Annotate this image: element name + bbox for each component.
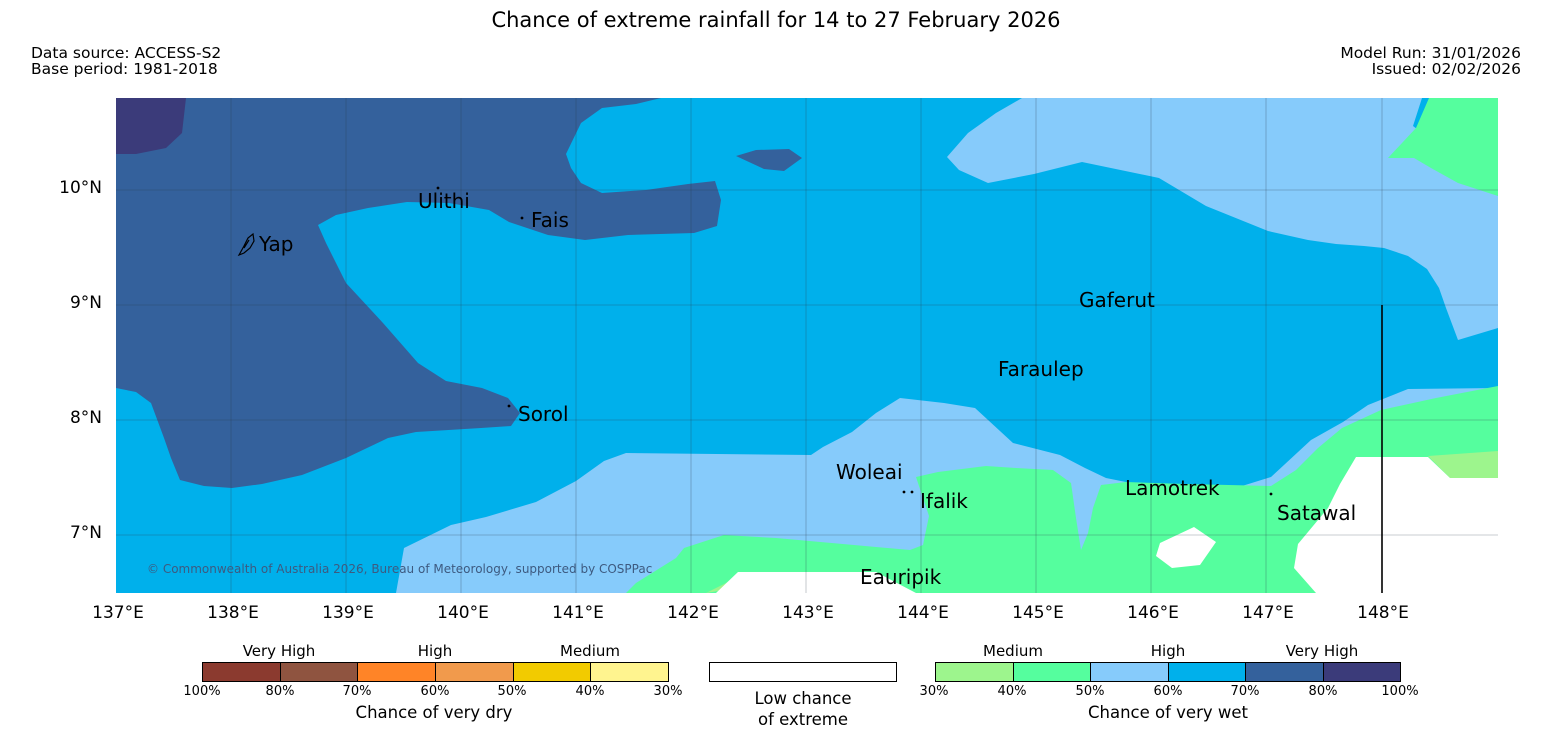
woleai-dot — [902, 490, 906, 494]
wet-tick: 80% — [1308, 684, 1338, 699]
model-run: Model Run: 31/01/2026 — [1340, 44, 1521, 62]
copyright-notice: © Commonwealth of Australia 2026, Bureau… — [147, 562, 653, 576]
lon-label-143e: 143°E — [782, 603, 834, 623]
dry-tick: 60% — [420, 684, 450, 699]
lon-label-147e: 147°E — [1242, 603, 1294, 623]
ifalik-dot — [910, 490, 914, 494]
dry-swatch — [358, 663, 437, 681]
wet-cat-very-high: Very High — [1285, 642, 1359, 660]
lon-label-145e: 145°E — [1012, 603, 1064, 623]
lon-label-141e: 141°E — [552, 603, 604, 623]
rainfall-map — [116, 98, 1498, 593]
place-ifalik: Ifalik — [920, 489, 968, 513]
place-ulithi: Ulithi — [418, 189, 470, 213]
header-left: Data source: ACCESS-S2 Base period: 1981… — [31, 45, 221, 77]
fais-dot — [520, 216, 524, 220]
base-period: Base period: 1981-2018 — [31, 60, 218, 78]
wet-cat-medium: Medium — [983, 642, 1043, 660]
dry-swatch — [513, 663, 592, 681]
dry-tick: 50% — [497, 684, 527, 699]
wet-cat-high: High — [1150, 642, 1186, 660]
dry-swatch — [203, 663, 281, 681]
wet-swatch — [936, 663, 1014, 681]
satawal-dot — [1269, 492, 1273, 496]
place-fais: Fais — [531, 208, 569, 232]
low-chance-line1: Low chance — [754, 689, 852, 708]
lon-label-139e: 139°E — [322, 603, 374, 623]
wet-tick: 100% — [1381, 684, 1419, 699]
place-lamotrek: Lamotrek — [1125, 476, 1220, 500]
sorol-dot — [507, 404, 511, 408]
ulithi-dot — [436, 186, 440, 190]
wet-swatch — [1323, 663, 1400, 681]
dry-tick: 70% — [342, 684, 372, 699]
dry-cat-high: High — [417, 642, 453, 660]
issued-date: Issued: 02/02/2026 — [1371, 60, 1521, 78]
region-cyan — [116, 98, 1498, 593]
island-markers — [237, 186, 1273, 496]
map-title: Chance of extreme rainfall for 14 to 27 … — [491, 8, 1061, 32]
lon-label-148e: 148°E — [1357, 603, 1409, 623]
region-low-chance — [716, 457, 1498, 593]
lon-label-142e: 142°E — [667, 603, 719, 623]
lon-label-146e: 146°E — [1127, 603, 1179, 623]
region-dark-blue — [116, 98, 721, 488]
wet-tick: 40% — [997, 684, 1027, 699]
wet-swatch — [1091, 663, 1169, 681]
low-chance-caption: Low chance of extreme — [703, 688, 903, 730]
wet-tick: 70% — [1230, 684, 1260, 699]
wet-colorbar — [935, 662, 1401, 682]
low-chance-box — [709, 662, 897, 682]
lat-label-8n: 8°N — [69, 408, 102, 428]
lat-label-9n: 9°N — [69, 293, 102, 313]
lat-label-7n: 7°N — [69, 523, 102, 543]
wet-swatch — [1246, 663, 1324, 681]
lon-label-140e: 140°E — [437, 603, 489, 623]
dry-caption: Chance of very dry — [355, 703, 513, 722]
lon-label-137e: 137°E — [92, 603, 144, 623]
low-chance-line2: of extreme — [757, 710, 849, 729]
dry-tick: 40% — [575, 684, 605, 699]
region-very-dark — [116, 98, 186, 154]
wet-caption: Chance of very wet — [1088, 703, 1248, 722]
lon-label-144e: 144°E — [897, 603, 949, 623]
dry-tick: 30% — [653, 684, 683, 699]
yap-island-shape — [237, 232, 255, 257]
region-light-blue-top — [947, 98, 1498, 340]
dry-cat-very-high: Very High — [242, 642, 316, 660]
place-yap: Yap — [259, 232, 294, 256]
wet-swatch — [1013, 663, 1091, 681]
dry-cat-medium: Medium — [560, 642, 620, 660]
data-source: Data source: ACCESS-S2 — [31, 44, 222, 62]
dry-swatch — [280, 663, 359, 681]
dry-tick: 100% — [183, 684, 221, 699]
place-satawal: Satawal — [1277, 501, 1357, 525]
place-faraulep: Faraulep — [998, 357, 1084, 381]
dry-colorbar — [202, 662, 669, 682]
wet-swatch — [1168, 663, 1246, 681]
place-gaferut: Gaferut — [1079, 288, 1155, 312]
lat-label-10n: 10°N — [59, 178, 102, 198]
wet-tick: 60% — [1153, 684, 1183, 699]
header-right: Model Run: 31/01/2026 Issued: 02/02/2026 — [1340, 45, 1521, 77]
dry-tick: 80% — [265, 684, 295, 699]
lon-label-138e: 138°E — [207, 603, 259, 623]
wet-tick: 50% — [1075, 684, 1105, 699]
dry-swatch — [436, 663, 514, 681]
place-eauripik: Eauripik — [860, 565, 942, 589]
dry-swatch — [591, 663, 669, 681]
place-sorol: Sorol — [518, 402, 569, 426]
wet-tick: 30% — [919, 684, 949, 699]
place-woleai: Woleai — [836, 460, 903, 484]
region-dark-blue-patch — [736, 149, 802, 171]
